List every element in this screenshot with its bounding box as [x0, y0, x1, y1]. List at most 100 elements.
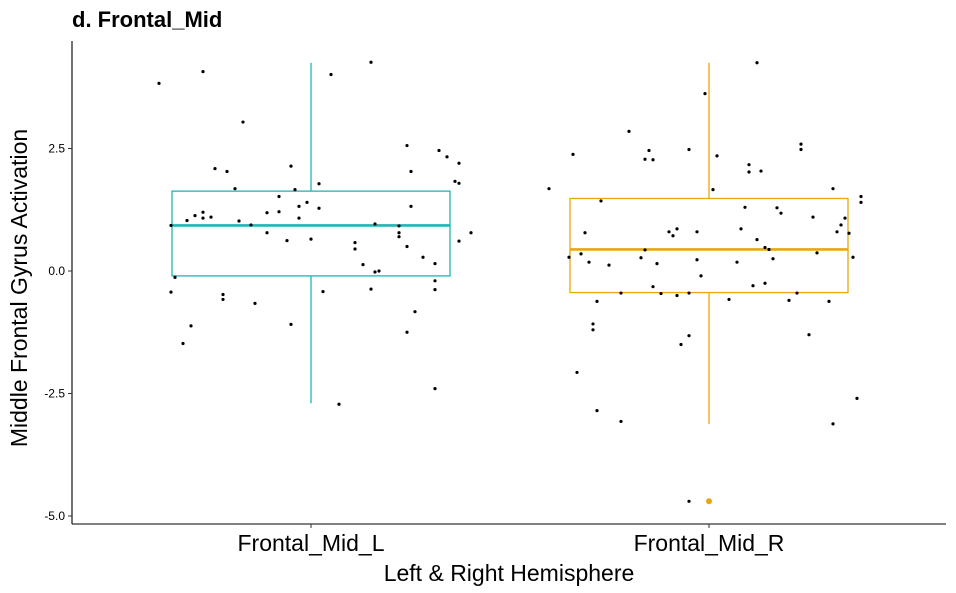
jitter-point	[667, 230, 671, 234]
jitter-point	[643, 157, 647, 161]
jitter-point	[647, 148, 651, 153]
y-tick-label: -2.5	[44, 387, 65, 401]
jitter-point	[265, 211, 269, 215]
jitter-point	[241, 120, 245, 124]
jitter-point	[671, 234, 675, 238]
jitter-point	[169, 290, 173, 294]
jitter-point	[181, 341, 185, 346]
jitter-point	[807, 333, 811, 337]
jitter-point	[595, 409, 599, 413]
x-tick-label: Frontal_Mid_R	[634, 530, 785, 556]
jitter-point	[839, 223, 843, 227]
jitter-point	[859, 200, 863, 204]
jitter-point	[201, 210, 205, 214]
jitter-point	[827, 299, 831, 303]
jitter-point	[699, 274, 703, 278]
jitter-point	[755, 61, 759, 65]
outlier-point	[706, 498, 712, 505]
jitter-point	[655, 262, 659, 266]
jitter-point	[457, 239, 461, 243]
jitter-point	[747, 170, 751, 174]
jitter-point	[695, 230, 699, 234]
jitter-point	[157, 81, 161, 85]
jitter-point	[369, 60, 373, 64]
jitter-point	[659, 291, 663, 296]
jitter-point	[595, 299, 599, 303]
jitter-point	[811, 215, 815, 219]
jitter-point	[397, 235, 401, 239]
jitter-point	[587, 260, 591, 264]
jitter-point	[213, 166, 217, 171]
jitter-point	[377, 269, 381, 273]
jitter-point	[727, 297, 731, 302]
box-group-Frontal_Mid_L	[171, 62, 451, 404]
chart-title: d. Frontal_Mid	[72, 7, 222, 32]
jitter-point	[779, 211, 783, 215]
jitter-point	[433, 262, 437, 266]
box-iqr	[569, 197, 849, 294]
y-axis-title: Middle Frontal Gyrus Activation	[6, 129, 32, 447]
box-iqr	[171, 190, 451, 277]
jitter-point	[409, 169, 413, 174]
plot-area	[157, 60, 863, 505]
jitter-point	[369, 287, 373, 291]
jitter-point	[743, 205, 747, 209]
jitter-point	[843, 216, 847, 220]
jitter-point	[405, 330, 409, 334]
jitter-point	[763, 245, 767, 250]
jitter-point	[277, 210, 281, 214]
jitter-point	[297, 204, 301, 208]
jitter-point	[361, 263, 365, 267]
jitter-point	[285, 239, 289, 243]
jitter-point	[237, 219, 241, 223]
jitter-point	[353, 247, 357, 251]
jitter-point	[249, 223, 253, 227]
x-axis-title: Left & Right Hemisphere	[384, 560, 635, 586]
jitter-point	[571, 152, 575, 156]
jitter-point	[679, 342, 683, 347]
jitter-point	[799, 147, 803, 152]
jitter-point	[851, 255, 855, 259]
jitter-point	[567, 255, 571, 259]
jitter-point	[619, 291, 623, 295]
jitter-point	[715, 154, 719, 158]
jitter-point	[639, 256, 643, 260]
jitter-point	[575, 370, 579, 375]
jitter-point	[233, 187, 237, 191]
jitter-point	[373, 270, 377, 274]
jitter-point	[201, 69, 205, 74]
jitter-point	[547, 187, 551, 191]
jitter-point	[687, 334, 691, 338]
jitter-point	[397, 231, 401, 235]
jitter-points-Frontal_Mid_L	[157, 60, 473, 406]
jitter-point	[755, 238, 759, 242]
jitter-point	[297, 216, 301, 220]
jitter-point	[831, 187, 835, 191]
jitter-point	[847, 231, 851, 235]
jitter-point	[437, 148, 441, 153]
jitter-point	[767, 247, 771, 252]
y-tick-label: 2.5	[48, 142, 65, 156]
y-tick-label: -5.0	[44, 509, 65, 523]
jitter-point	[583, 231, 587, 235]
jitter-point	[763, 281, 767, 285]
jitter-point	[855, 396, 859, 400]
jitter-point	[591, 328, 595, 332]
jitter-point	[397, 224, 401, 228]
jitter-point	[469, 231, 473, 235]
jitter-point	[329, 72, 333, 77]
jitter-point	[695, 258, 699, 262]
jitter-point	[735, 260, 739, 264]
jitter-point	[421, 255, 425, 259]
jitter-point	[193, 214, 197, 218]
jitter-point	[173, 275, 177, 279]
jitter-point	[751, 284, 755, 288]
jitter-point	[651, 158, 655, 162]
jitter-point	[799, 142, 803, 146]
x-tick-label: Frontal_Mid_L	[237, 530, 384, 556]
jitter-point	[289, 164, 293, 168]
jitter-point	[831, 422, 835, 426]
jitter-point	[651, 285, 655, 289]
box-group-Frontal_Mid_R	[569, 62, 849, 505]
